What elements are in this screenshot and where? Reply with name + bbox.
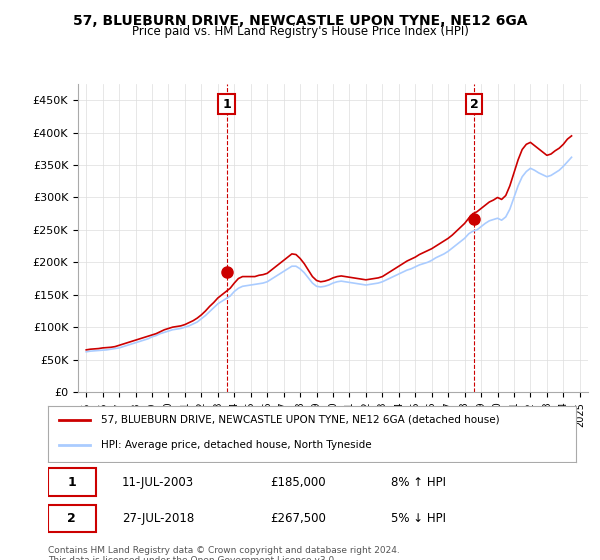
Text: 5% ↓ HPI: 5% ↓ HPI bbox=[391, 512, 446, 525]
Text: 8% ↑ HPI: 8% ↑ HPI bbox=[391, 475, 446, 489]
Text: £267,500: £267,500 bbox=[270, 512, 326, 525]
Text: 1: 1 bbox=[67, 475, 76, 489]
Text: 1: 1 bbox=[222, 97, 231, 110]
FancyBboxPatch shape bbox=[48, 505, 95, 532]
Text: £185,000: £185,000 bbox=[270, 475, 325, 489]
Text: 2: 2 bbox=[470, 97, 478, 110]
Text: HPI: Average price, detached house, North Tyneside: HPI: Average price, detached house, Nort… bbox=[101, 440, 371, 450]
Text: 57, BLUEBURN DRIVE, NEWCASTLE UPON TYNE, NE12 6GA: 57, BLUEBURN DRIVE, NEWCASTLE UPON TYNE,… bbox=[73, 14, 527, 28]
Text: 2: 2 bbox=[67, 512, 76, 525]
Text: 27-JUL-2018: 27-JUL-2018 bbox=[122, 512, 194, 525]
Text: Price paid vs. HM Land Registry's House Price Index (HPI): Price paid vs. HM Land Registry's House … bbox=[131, 25, 469, 38]
FancyBboxPatch shape bbox=[48, 469, 95, 496]
Text: Contains HM Land Registry data © Crown copyright and database right 2024.
This d: Contains HM Land Registry data © Crown c… bbox=[48, 546, 400, 560]
Text: 11-JUL-2003: 11-JUL-2003 bbox=[122, 475, 194, 489]
Text: 57, BLUEBURN DRIVE, NEWCASTLE UPON TYNE, NE12 6GA (detached house): 57, BLUEBURN DRIVE, NEWCASTLE UPON TYNE,… bbox=[101, 415, 499, 425]
